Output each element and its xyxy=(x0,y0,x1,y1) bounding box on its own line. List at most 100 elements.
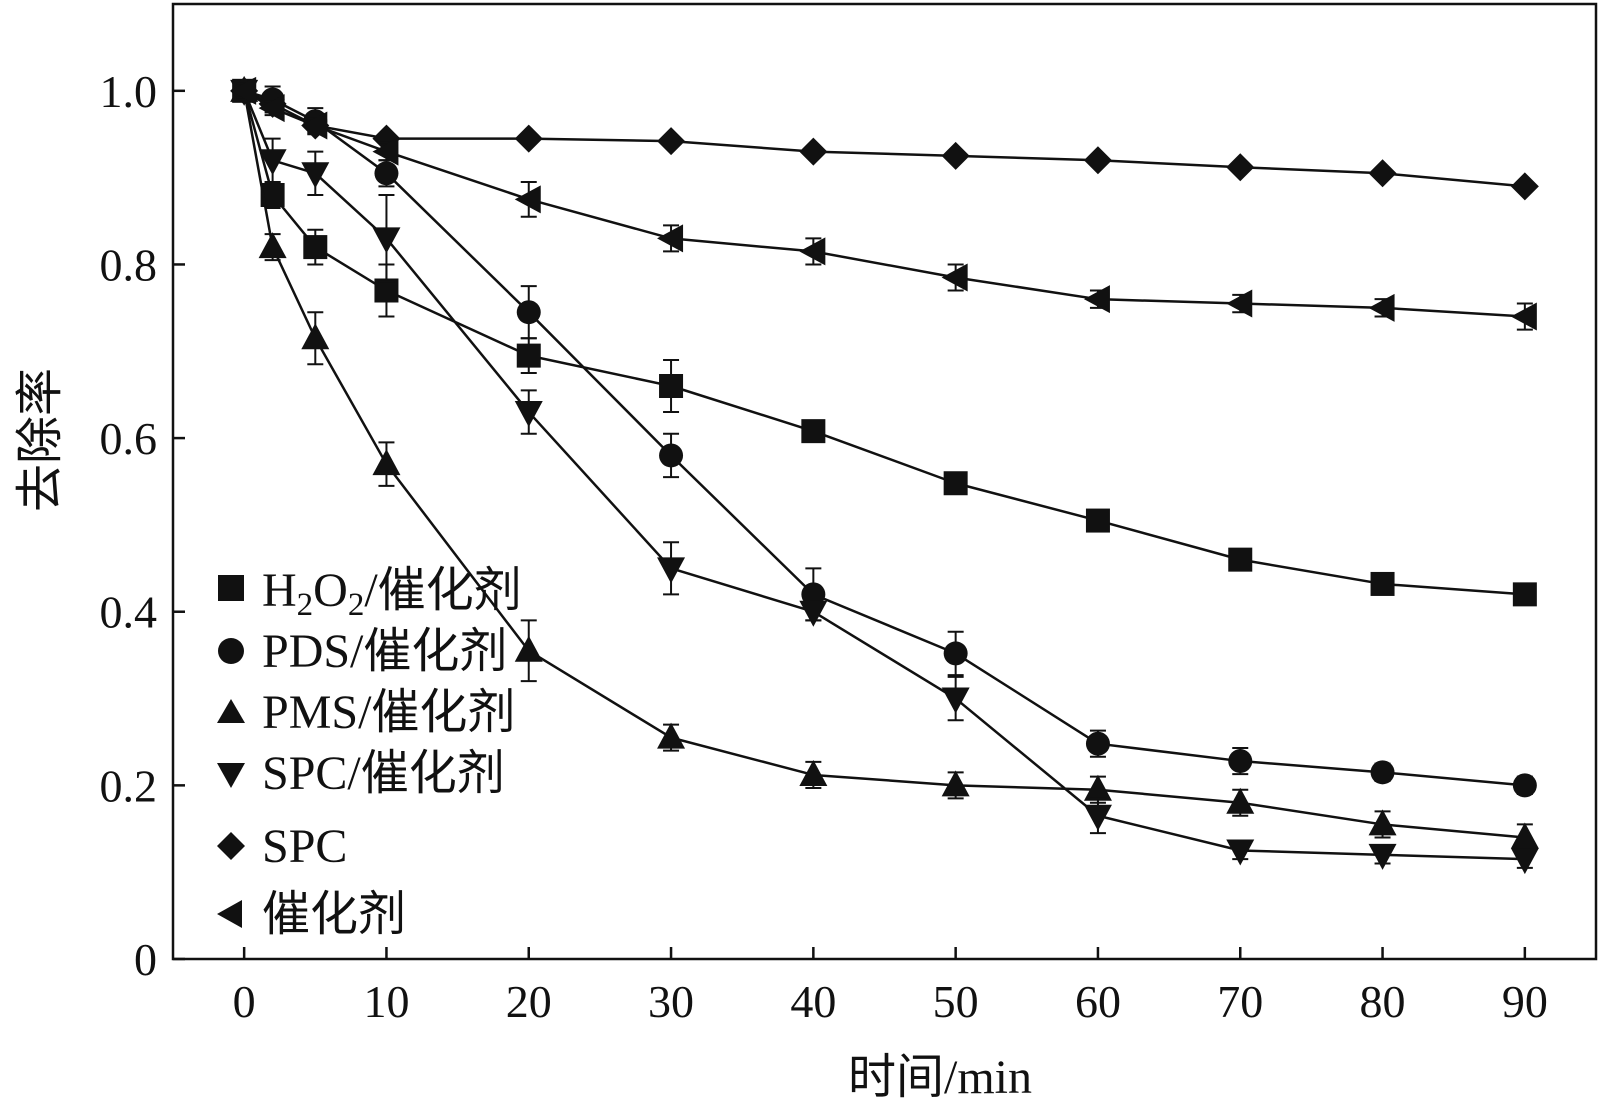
x-axis-title: 时间/min xyxy=(848,1051,1032,1104)
plot-frame xyxy=(171,2,1598,961)
triangle-up-point xyxy=(301,323,330,350)
circle-point xyxy=(1228,749,1253,774)
diamond-point xyxy=(941,141,970,170)
circle-point xyxy=(516,300,541,325)
legend-h2o2-sub1: 2 xyxy=(297,587,314,623)
square-point xyxy=(1512,582,1537,607)
diamond-point xyxy=(1510,172,1539,201)
triangle-up-point xyxy=(657,722,686,749)
legend-item-pds: PDS/催化剂 xyxy=(218,625,507,678)
x-tick-label: 20 xyxy=(506,976,552,1027)
circle-point xyxy=(943,641,968,666)
legend: H2O2/催化剂 PDS/催化剂 PMS/催化剂 SPC/催化剂 SPC 催化剂 xyxy=(217,564,522,941)
triangle-up-point xyxy=(1368,809,1397,836)
y-tick-label: 0.4 xyxy=(100,587,158,638)
legend-label-h2o2: H2O2/催化剂 xyxy=(262,564,522,623)
y-axis: 0 0.2 0.4 0.6 0.8 1.0 xyxy=(100,66,185,985)
square-point xyxy=(943,471,968,496)
triangle-left-point xyxy=(258,94,285,123)
circle-point xyxy=(801,582,826,607)
circle-marker-icon xyxy=(218,638,244,664)
x-tick-label: 80 xyxy=(1360,976,1406,1027)
triangle-down-point xyxy=(258,149,287,176)
triangle-up-point xyxy=(1226,787,1255,814)
x-tick-label: 30 xyxy=(648,976,694,1027)
square-point xyxy=(659,374,684,398)
y-tick-label: 0.2 xyxy=(100,760,158,811)
legend-h2o2-rest: /催化剂 xyxy=(364,564,521,617)
triangle-up-point xyxy=(1510,822,1539,849)
triangle-up-point xyxy=(372,449,401,476)
triangle-left-point xyxy=(1368,293,1395,322)
triangle-left-point xyxy=(1083,285,1110,314)
x-tick-label: 70 xyxy=(1217,976,1263,1027)
diamond-point xyxy=(657,127,686,156)
square-point xyxy=(1370,571,1395,596)
triangle-up-point xyxy=(799,759,828,786)
legend-item-h2o2: H2O2/催化剂 xyxy=(218,564,522,623)
triangle-left-point xyxy=(1510,302,1537,331)
triangle-down-marker-icon xyxy=(217,763,245,788)
y-tick-label: 0.6 xyxy=(100,413,158,464)
y-tick-label: 1.0 xyxy=(100,66,158,117)
x-tick-label: 90 xyxy=(1502,976,1548,1027)
series-triangle-down xyxy=(230,79,1539,875)
series-line xyxy=(242,90,1525,839)
legend-h2o2-sub2: 2 xyxy=(348,587,365,623)
square-point xyxy=(1085,508,1110,533)
series-layer xyxy=(230,75,1539,875)
diamond-point xyxy=(1226,153,1255,182)
diamond-point xyxy=(1368,159,1397,188)
legend-item-pms: PMS/催化剂 xyxy=(217,686,515,739)
square-point xyxy=(516,343,541,368)
y-axis-title: 去除率 xyxy=(14,368,67,512)
triangle-left-point xyxy=(941,263,968,292)
diamond-point xyxy=(799,137,828,166)
triangle-down-point xyxy=(1510,848,1539,875)
diamond-marker-icon xyxy=(217,832,245,860)
y-tick-label: 0.8 xyxy=(100,239,158,290)
circle-point xyxy=(374,161,399,186)
circle-point xyxy=(1370,760,1395,785)
triangle-up-marker-icon xyxy=(217,699,245,723)
legend-label-spc: SPC xyxy=(262,820,347,873)
legend-h2o2-o: O xyxy=(313,564,348,617)
series-triangle-left xyxy=(230,76,1537,331)
y-tick-label: 0 xyxy=(134,934,157,985)
triangle-down-point xyxy=(941,687,970,714)
triangle-left-point xyxy=(514,185,541,214)
triangle-left-point xyxy=(1226,289,1253,318)
legend-h2o2-h: H xyxy=(262,564,297,617)
x-tick-label: 0 xyxy=(233,976,256,1027)
x-tick-label: 50 xyxy=(933,976,979,1027)
legend-label-pds: PDS/催化剂 xyxy=(262,625,507,678)
triangle-down-point xyxy=(657,557,686,584)
diamond-point xyxy=(1083,146,1112,175)
circle-point xyxy=(659,443,684,468)
x-tick-label: 10 xyxy=(363,976,409,1027)
triangle-up-point xyxy=(1083,774,1112,801)
legend-label-catalyst: 催化剂 xyxy=(262,888,406,941)
triangle-down-point xyxy=(514,401,543,428)
triangle-left-point xyxy=(657,224,684,253)
triangle-left-point xyxy=(799,237,826,266)
series-square xyxy=(232,78,1537,607)
legend-item-catalyst: 催化剂 xyxy=(217,888,406,941)
triangle-up-point xyxy=(514,635,543,662)
x-axis: 0 10 20 30 40 50 60 70 80 90 xyxy=(233,947,1548,1027)
triangle-down-point xyxy=(372,227,401,254)
legend-item-spc-cat: SPC/催化剂 xyxy=(217,747,505,800)
triangle-left-point xyxy=(301,111,328,140)
legend-label-pms: PMS/催化剂 xyxy=(262,686,515,739)
square-point xyxy=(303,235,328,260)
triangle-down-point xyxy=(1368,843,1397,870)
legend-item-spc: SPC xyxy=(217,820,347,873)
x-tick-label: 60 xyxy=(1075,976,1121,1027)
square-point xyxy=(801,419,826,444)
series-triangle-up xyxy=(230,75,1539,852)
circle-point xyxy=(1512,773,1537,798)
triangle-up-point xyxy=(258,232,287,259)
triangle-up-point xyxy=(941,770,970,797)
